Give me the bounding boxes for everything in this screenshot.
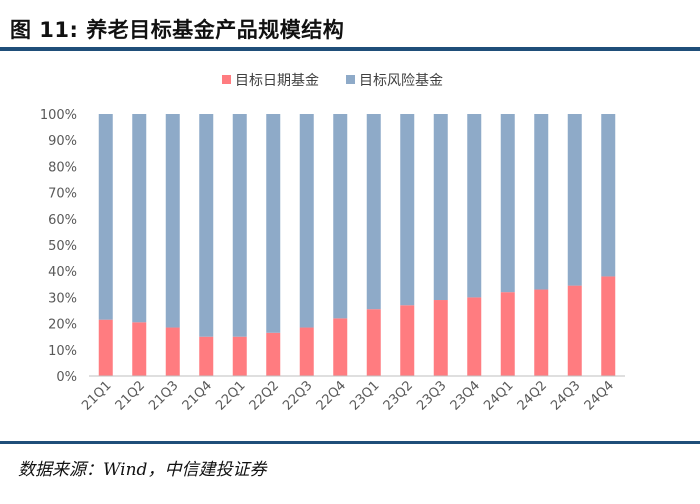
x-tick-label: 22Q1 xyxy=(213,378,248,413)
bar-segment-date-fund xyxy=(98,319,113,376)
bar-segment-risk-fund xyxy=(165,114,180,328)
y-tick-label: 60% xyxy=(48,213,77,228)
bar-segment-risk-fund xyxy=(232,114,247,337)
legend-swatch-date-fund xyxy=(222,75,231,84)
bar-segment-risk-fund xyxy=(534,114,549,290)
bar-segment-risk-fund xyxy=(500,114,515,293)
bar-segment-risk-fund xyxy=(266,114,281,333)
bar-segment-date-fund xyxy=(333,318,348,376)
header-rule xyxy=(0,47,700,51)
y-tick-label: 50% xyxy=(48,239,77,254)
bar-segment-risk-fund xyxy=(601,114,616,277)
x-tick-label: 21Q2 xyxy=(113,378,148,413)
bar-segment-date-fund xyxy=(500,292,515,376)
x-tick-label: 24Q4 xyxy=(582,378,617,413)
x-tick-label: 22Q2 xyxy=(247,378,282,413)
bar-segment-risk-fund xyxy=(299,114,314,328)
bar-segment-risk-fund xyxy=(567,114,582,286)
x-tick-label: 24Q2 xyxy=(515,378,550,413)
x-tick-label: 24Q3 xyxy=(548,378,583,413)
bar-segment-date-fund xyxy=(299,327,314,376)
bar-segment-date-fund xyxy=(232,336,247,376)
y-tick-label: 20% xyxy=(48,318,77,333)
bar-segment-date-fund xyxy=(400,305,415,376)
bar-segment-risk-fund xyxy=(98,114,113,320)
bar-segment-date-fund xyxy=(132,322,147,376)
chart-title: 图 11: 养老目标基金产品规模结构 xyxy=(10,18,345,42)
bar-segment-date-fund xyxy=(601,276,616,376)
x-tick-label: 23Q4 xyxy=(448,378,483,413)
legend-label-date-fund: 目标日期基金 xyxy=(235,72,319,89)
y-tick-label: 70% xyxy=(48,187,77,202)
bar-segment-date-fund xyxy=(433,300,448,376)
y-tick-label: 90% xyxy=(48,134,77,149)
y-tick-label: 80% xyxy=(48,160,77,175)
bar-segment-date-fund xyxy=(467,297,482,376)
bar-segment-risk-fund xyxy=(333,114,348,319)
legend: 目标日期基金 目标风险基金 xyxy=(222,72,443,89)
y-tick-label: 40% xyxy=(48,265,77,280)
y-tick-label: 0% xyxy=(56,370,77,385)
bar-segment-risk-fund xyxy=(433,114,448,301)
x-tick-label: 21Q3 xyxy=(146,378,181,413)
x-tick-label: 22Q3 xyxy=(280,378,315,413)
x-tick-label: 23Q3 xyxy=(414,378,449,413)
bar-segment-risk-fund xyxy=(199,114,214,337)
bars xyxy=(98,114,616,376)
legend-label-risk-fund: 目标风险基金 xyxy=(359,72,443,89)
source-note: 数据来源：Wind，中信建投证券 xyxy=(18,460,267,480)
bar-segment-date-fund xyxy=(165,327,180,376)
bar-segment-date-fund xyxy=(266,332,281,376)
x-tick-label: 23Q2 xyxy=(381,378,416,413)
bar-segment-risk-fund xyxy=(467,114,482,298)
bar-segment-risk-fund xyxy=(132,114,147,323)
x-tick-label: 22Q4 xyxy=(314,378,349,413)
y-tick-label: 100% xyxy=(40,108,77,123)
bar-segment-date-fund xyxy=(366,309,381,376)
bar-segment-risk-fund xyxy=(400,114,415,306)
bar-segment-date-fund xyxy=(567,285,582,376)
x-axis: 21Q121Q221Q321Q422Q122Q222Q322Q423Q123Q2… xyxy=(79,375,625,414)
x-tick-label: 24Q1 xyxy=(481,378,516,413)
x-tick-label: 23Q1 xyxy=(347,378,382,413)
footer-rule xyxy=(0,441,700,444)
bar-segment-date-fund xyxy=(534,289,549,376)
y-tick-label: 30% xyxy=(48,291,77,306)
y-tick-label: 10% xyxy=(48,344,77,359)
x-tick-label: 21Q4 xyxy=(180,378,215,413)
legend-swatch-risk-fund xyxy=(346,75,355,84)
bar-segment-date-fund xyxy=(199,336,214,376)
x-tick-label: 21Q1 xyxy=(79,378,114,413)
bar-segment-risk-fund xyxy=(366,114,381,310)
y-axis: 0% 10% 20% 30% 40% 50% 60% 70% 80% 90% 100% xyxy=(40,108,77,385)
